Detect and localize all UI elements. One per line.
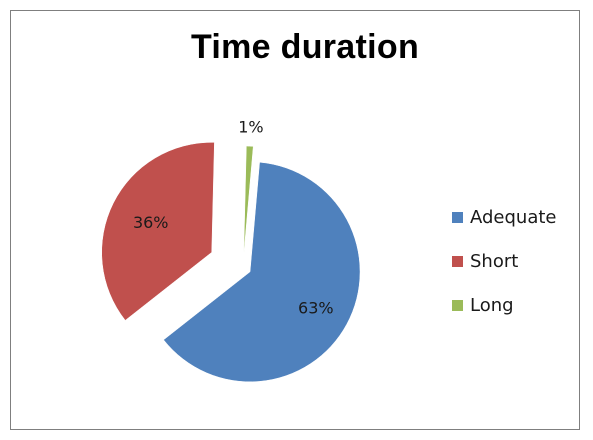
pie-label-short: 36% xyxy=(133,213,169,232)
pie-slice-adequate xyxy=(163,161,361,382)
legend-item-short: Short xyxy=(452,250,557,273)
pie-slice-short xyxy=(101,142,215,321)
pie-labels: 63% 36% 1% xyxy=(133,117,334,317)
pie-label-adequate: 63% xyxy=(298,298,334,317)
legend-swatch-short xyxy=(452,256,463,267)
chart-title: Time duration xyxy=(190,28,420,66)
pie-label-long: 1% xyxy=(238,117,263,136)
legend-swatch-adequate xyxy=(452,212,463,223)
pie-slice-long xyxy=(243,145,254,257)
legend-item-adequate: Adequate xyxy=(452,206,557,229)
chart-legend: Adequate Short Long xyxy=(452,206,557,338)
legend-item-long: Long xyxy=(452,294,557,317)
legend-label-adequate: Adequate xyxy=(470,207,557,228)
legend-swatch-long xyxy=(452,300,463,311)
legend-label-short: Short xyxy=(470,251,519,272)
pie-slices xyxy=(101,142,361,382)
legend-label-long: Long xyxy=(470,295,514,316)
